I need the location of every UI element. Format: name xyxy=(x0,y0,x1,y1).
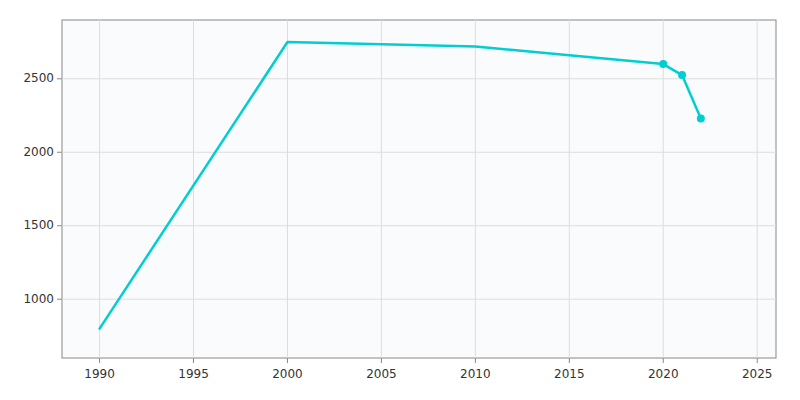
grid-line-x xyxy=(193,20,194,358)
tick-label-x: 2010 xyxy=(460,367,491,381)
axes: 1000 1500 2000 2500 1990 1995 2000 2005 2010 2015… xyxy=(23,71,772,381)
grid-line-x xyxy=(475,20,476,358)
grid-line-x xyxy=(663,20,664,358)
line xyxy=(100,42,701,329)
grid-line-x xyxy=(569,20,570,358)
tick-label-x: 2020 xyxy=(648,367,679,381)
tick-y xyxy=(57,78,62,79)
tick-label-y: 2000 xyxy=(23,145,54,159)
tick-x xyxy=(475,358,476,363)
tick-label-x: 1995 xyxy=(178,367,209,381)
tick-x xyxy=(193,358,194,363)
tick-y xyxy=(57,299,62,300)
tick-label-x: 2000 xyxy=(272,367,303,381)
tick-x xyxy=(287,358,288,363)
tick-x xyxy=(381,358,382,363)
marker xyxy=(659,60,667,68)
grid-line-x xyxy=(99,20,100,358)
tick-y xyxy=(57,225,62,226)
tick-y xyxy=(57,152,62,153)
tick-label-x: 2005 xyxy=(366,367,397,381)
tick-label-y: 1000 xyxy=(23,292,54,306)
grid-line-y xyxy=(62,152,776,153)
plot-frame xyxy=(62,20,776,358)
tick-label-x: 1990 xyxy=(84,367,115,381)
tick-label-y: 1500 xyxy=(23,218,54,232)
tick-x xyxy=(99,358,100,363)
tick-x xyxy=(757,358,758,363)
grid-line-x xyxy=(381,20,382,358)
grid-line-y xyxy=(62,225,776,226)
data xyxy=(100,42,705,329)
tick-x xyxy=(569,358,570,363)
chart-container: 1000 1500 2000 2500 1990 1995 2000 2005 2010 2015… xyxy=(0,0,800,400)
chart: 1000 1500 2000 2500 1990 1995 2000 2005 2010 2015… xyxy=(0,0,800,400)
grid-line-x xyxy=(287,20,288,358)
marker xyxy=(697,114,705,122)
tick-label-x: 2015 xyxy=(554,367,585,381)
grid-line-y xyxy=(62,299,776,300)
tick-x xyxy=(663,358,664,363)
grid-line-y xyxy=(62,78,776,79)
marker xyxy=(678,71,686,79)
grid xyxy=(62,20,776,358)
tick-label-y: 2500 xyxy=(23,71,54,85)
grid-line-x xyxy=(757,20,758,358)
tick-label-x: 2025 xyxy=(742,367,773,381)
